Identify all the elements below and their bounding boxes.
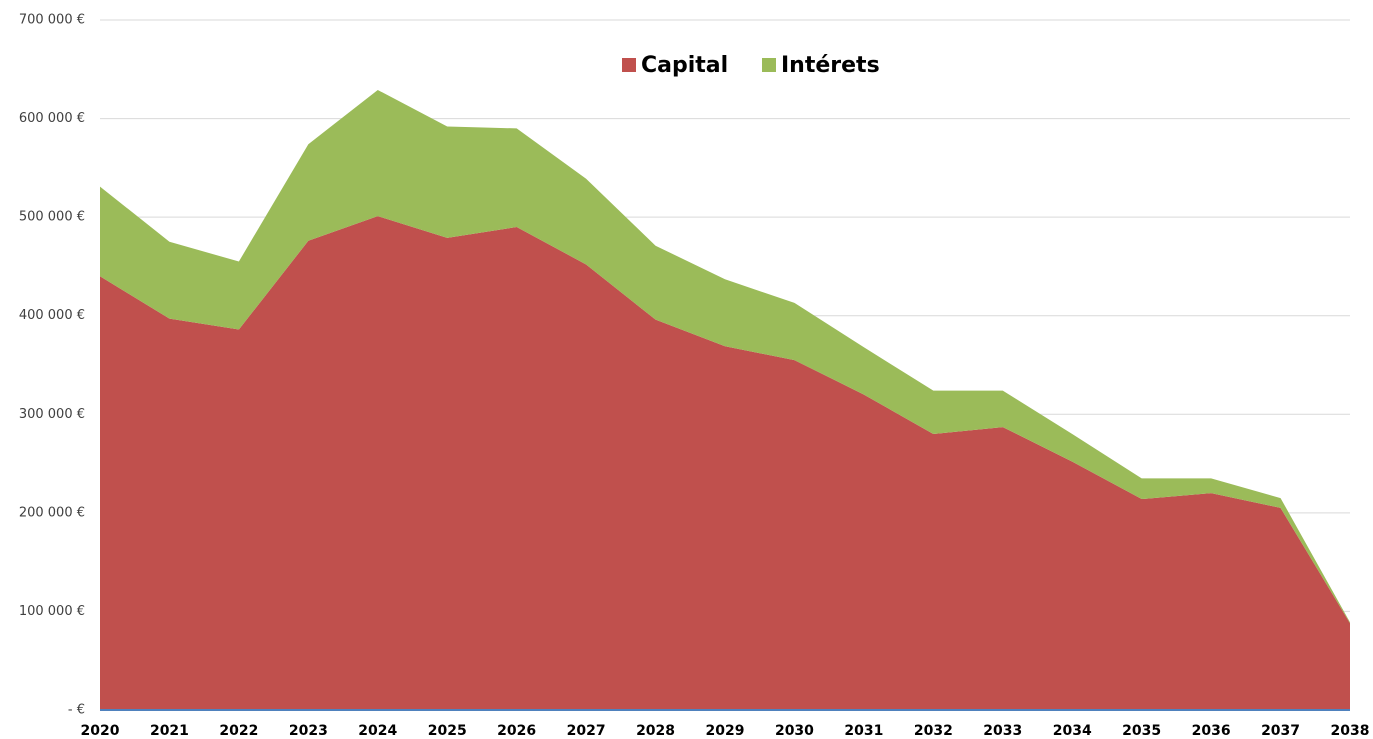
area bbox=[100, 89, 1350, 624]
y-tick-label: 100 000 € bbox=[19, 604, 85, 619]
y-tick-label: 600 000 € bbox=[19, 111, 85, 126]
legend-label: Intérets bbox=[781, 53, 880, 78]
x-tick-label: 2034 bbox=[1053, 723, 1092, 739]
x-tick-label: 2038 bbox=[1331, 723, 1370, 739]
x-tick-label: 2028 bbox=[636, 723, 675, 739]
x-tick-label: 2022 bbox=[219, 723, 258, 739]
y-tick-label: 200 000 € bbox=[19, 505, 85, 520]
x-tick-label: 2025 bbox=[428, 723, 467, 739]
x-tick-label: 2033 bbox=[983, 723, 1022, 739]
legend-swatch bbox=[622, 58, 636, 72]
legend-swatch bbox=[762, 58, 776, 72]
x-tick-label: 2026 bbox=[497, 723, 536, 739]
area bbox=[100, 216, 1350, 710]
x-tick-label: 2032 bbox=[914, 723, 953, 739]
legend-label: Capital bbox=[641, 53, 728, 78]
y-tick-label: 400 000 € bbox=[19, 308, 85, 323]
x-tick-label: 2029 bbox=[706, 723, 745, 739]
x-tick-label: 2031 bbox=[844, 723, 883, 739]
y-tick-label: 300 000 € bbox=[19, 407, 85, 422]
x-tick-label: 2027 bbox=[567, 723, 606, 739]
x-tick-label: 2021 bbox=[150, 723, 189, 739]
x-tick-label: 2020 bbox=[81, 723, 120, 739]
x-tick-label: 2030 bbox=[775, 723, 814, 739]
x-tick-label: 2036 bbox=[1192, 723, 1231, 739]
x-tick-label: 2037 bbox=[1261, 723, 1300, 739]
x-tick-label: 2023 bbox=[289, 723, 328, 739]
x-tick-label: 2035 bbox=[1122, 723, 1161, 739]
y-tick-label: 500 000 € bbox=[19, 210, 85, 225]
y-tick-label: - € bbox=[68, 703, 85, 718]
x-tick-label: 2024 bbox=[358, 723, 397, 739]
y-tick-label: 700 000 € bbox=[19, 13, 85, 28]
